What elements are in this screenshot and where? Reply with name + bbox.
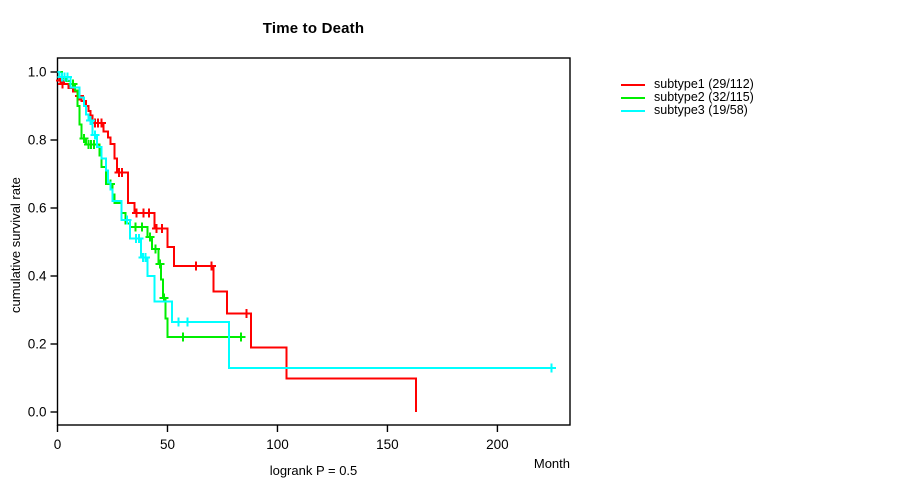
legend-item-subtype2: subtype2 (32/115) bbox=[621, 91, 754, 104]
legend-item-subtype3: subtype3 (19/58) bbox=[621, 104, 754, 117]
legend-item-subtype1: subtype1 (29/112) bbox=[621, 78, 754, 91]
x-tick-label: 0 bbox=[54, 437, 62, 452]
legend-label: subtype1 (29/112) bbox=[654, 77, 754, 91]
y-tick-label: 0.8 bbox=[28, 133, 47, 148]
legend-label: subtype3 (19/58) bbox=[654, 103, 748, 117]
x-tick-label: 100 bbox=[266, 437, 289, 452]
x-tick-label: 50 bbox=[160, 437, 175, 452]
km-curve-subtype1 bbox=[57, 71, 417, 412]
legend: subtype1 (29/112) subtype2 (32/115) subtyp… bbox=[621, 78, 754, 117]
y-tick-label: 0.0 bbox=[28, 405, 47, 420]
legend-line-swatch bbox=[621, 83, 645, 86]
km-curve-subtype3 bbox=[57, 71, 553, 369]
y-tick-label: 1.0 bbox=[28, 65, 47, 80]
y-tick-label: 0.6 bbox=[28, 201, 47, 216]
legend-line-swatch bbox=[621, 96, 645, 99]
y-tick-label: 0.4 bbox=[28, 269, 47, 284]
legend-label: subtype2 (32/115) bbox=[654, 90, 754, 104]
x-tick-label: 150 bbox=[376, 437, 399, 452]
y-tick-label: 0.2 bbox=[28, 337, 47, 352]
x-axis-title: Month bbox=[533, 456, 570, 471]
legend-line-swatch bbox=[621, 109, 645, 112]
x-tick-label: 200 bbox=[486, 437, 509, 452]
chart-title: Time to Death bbox=[262, 20, 365, 37]
plot-frame bbox=[56, 57, 571, 426]
logrank-note: logrank P = 0.5 bbox=[269, 463, 358, 478]
